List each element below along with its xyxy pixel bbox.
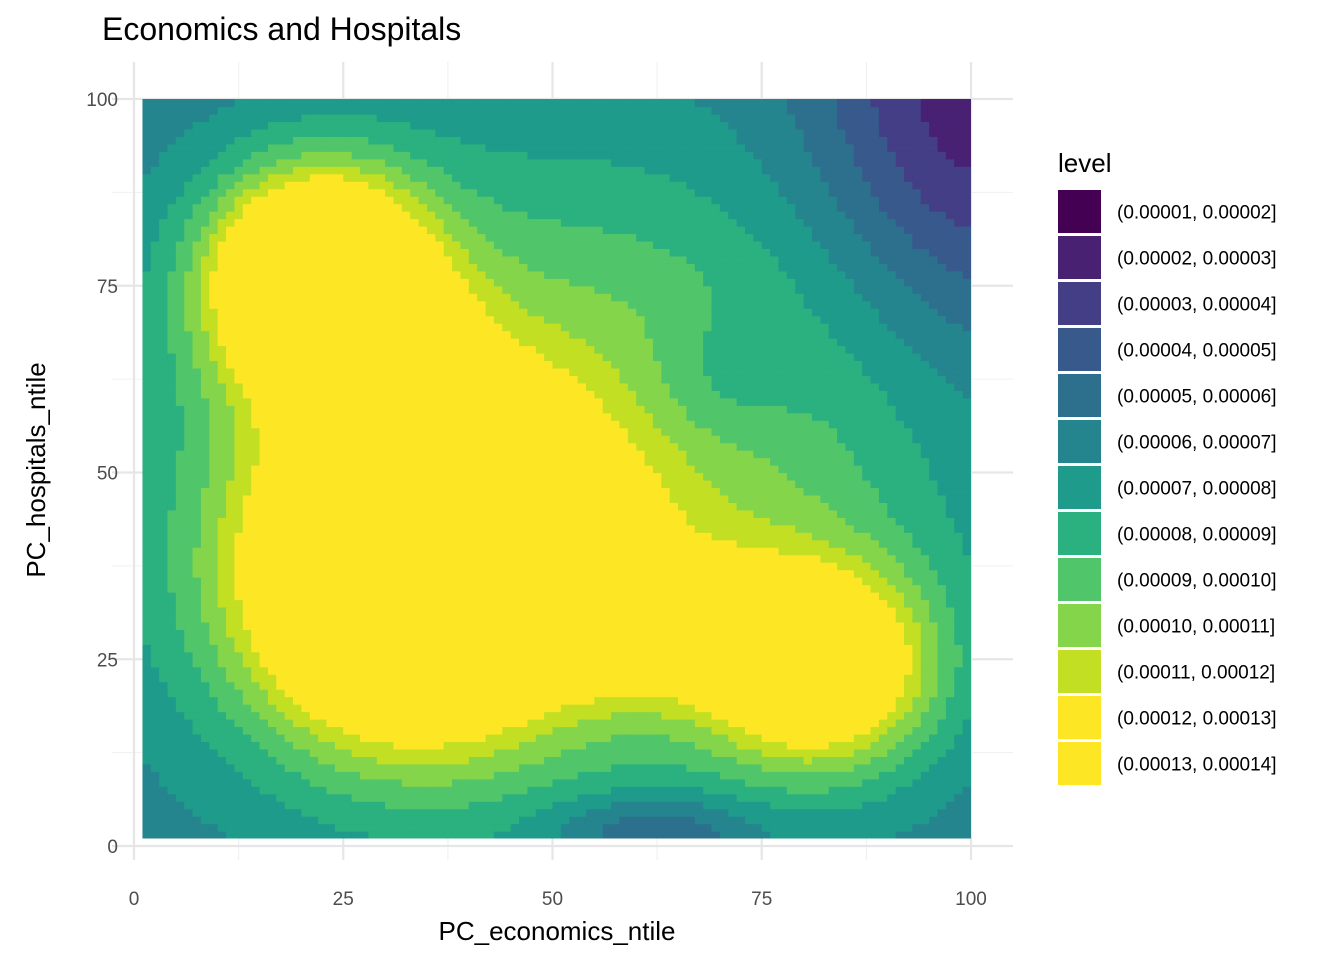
legend-label: (0.00013, 0.00014] (1117, 755, 1277, 776)
legend: level (0.00001, 0.00002] (0.00002, 0.0000… (1058, 148, 1277, 785)
legend-label: (0.00003, 0.00004] (1117, 295, 1277, 316)
x-tick-label: 100 (955, 889, 987, 910)
legend-key (1058, 696, 1101, 739)
legend-label: (0.00010, 0.00011] (1117, 617, 1275, 638)
y-tick-label: 100 (86, 90, 118, 111)
legend-label: (0.00004, 0.00005] (1117, 341, 1277, 362)
x-tick-label: 0 (129, 889, 140, 910)
legend-key (1058, 558, 1101, 601)
legend-key (1058, 420, 1101, 463)
legend-title: level (1058, 148, 1111, 178)
chart-title: Economics and Hospitals (102, 11, 461, 47)
y-axis-ticks: 0 25 50 75 100 (86, 90, 118, 858)
legend-label: (0.00011, 0.00012] (1117, 663, 1275, 684)
legend-label: (0.00006, 0.00007] (1117, 433, 1277, 454)
y-tick-label: 75 (97, 277, 118, 298)
legend-label: (0.00012, 0.00013] (1117, 709, 1277, 730)
legend-label: (0.00002, 0.00003] (1117, 249, 1277, 270)
legend-key (1058, 282, 1101, 325)
y-tick-label: 0 (107, 837, 118, 858)
y-tick-label: 50 (97, 464, 118, 485)
legend-key (1058, 650, 1101, 693)
legend-key (1058, 742, 1101, 785)
legend-key (1058, 604, 1101, 647)
x-axis-title: PC_economics_ntile (438, 916, 675, 946)
legend-key (1058, 374, 1101, 417)
legend-key (1058, 236, 1101, 279)
x-tick-label: 25 (333, 889, 354, 910)
y-axis-title: PC_hospitals_ntile (21, 362, 51, 577)
density-bands (142, 99, 971, 839)
legend-label: (0.00008, 0.00009] (1117, 525, 1277, 546)
y-tick-label: 25 (97, 650, 118, 671)
x-axis-ticks: 0 25 50 75 100 (129, 889, 987, 910)
legend-label: (0.00005, 0.00006] (1117, 387, 1277, 408)
legend-label: (0.00007, 0.00008] (1117, 479, 1277, 500)
x-tick-label: 75 (751, 889, 772, 910)
legend-label: (0.00009, 0.00010] (1117, 571, 1277, 592)
legend-key (1058, 328, 1101, 371)
legend-key (1058, 512, 1101, 555)
legend-key (1058, 190, 1101, 233)
legend-key (1058, 466, 1101, 509)
legend-label: (0.00001, 0.00002] (1117, 203, 1277, 224)
x-tick-label: 50 (542, 889, 563, 910)
